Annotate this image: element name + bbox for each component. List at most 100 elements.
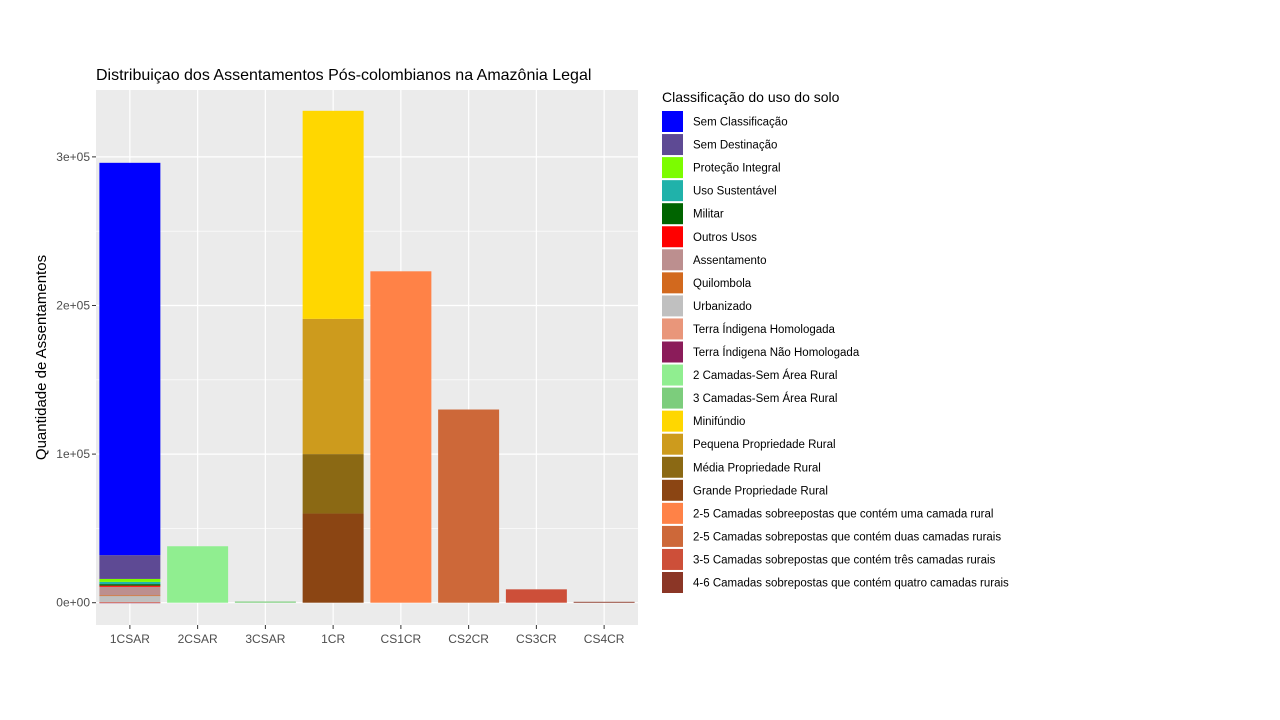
legend-key — [662, 341, 683, 363]
bar-segment — [234, 601, 296, 603]
legend-label: Assentamento — [693, 255, 767, 267]
legend-item: 2 Camadas-Sem Área Rural — [662, 364, 837, 386]
legend-key — [662, 525, 683, 547]
legend-item: Proteção Integral — [662, 157, 781, 179]
legend-label: Quilombola — [693, 278, 752, 290]
bar-segment — [99, 595, 161, 597]
bar-segment — [99, 585, 161, 587]
legend-item: 3 Camadas-Sem Área Rural — [662, 387, 837, 409]
legend-item: Minifúndio — [662, 410, 745, 432]
legend-label: 4-6 Camadas sobrepostas que contém quatr… — [693, 578, 1009, 590]
legend-key — [662, 548, 683, 570]
legend-item: Grande Propriedade Rural — [662, 479, 828, 501]
y-tick-label: 2e+05 — [56, 298, 90, 312]
legend-label: Sem Classificação — [693, 117, 788, 129]
y-axis: 0e+00 1e+05 2e+05 3e+05 — [56, 150, 96, 610]
legend-item: Quilombola — [662, 272, 752, 294]
bar-segment — [302, 110, 364, 319]
x-tick-label: 1CR — [321, 632, 345, 646]
legend: Sem Classificação Sem Destinação Proteção … — [662, 111, 1009, 593]
y-tick-label: 1e+05 — [56, 447, 90, 461]
x-axis: 1CSAR 2CSAR 3CSAR 1CR CS1CR CS2CR CS3CR CS4CR — [110, 625, 625, 646]
bar-segment — [99, 596, 161, 602]
legend-key — [662, 387, 683, 409]
legend-item: Militar — [662, 203, 724, 225]
legend-item: Outros Usos — [662, 226, 757, 248]
bar-segment — [99, 586, 161, 596]
bar-segment — [99, 578, 161, 582]
legend-key — [662, 433, 683, 455]
legend-label: Militar — [693, 209, 724, 221]
bars — [99, 110, 635, 604]
bar-segment — [99, 602, 161, 604]
y-tick-label: 3e+05 — [56, 150, 90, 164]
legend-label: 2 Camadas-Sem Área Rural — [693, 369, 837, 382]
legend-label: 3-5 Camadas sobrepostas que contém três … — [693, 554, 996, 566]
legend-item: Uso Sustentável — [662, 180, 777, 202]
bar-segment — [302, 318, 364, 455]
bar-segment — [99, 601, 161, 603]
y-axis-title: Quantidade de Assentamentos — [33, 255, 50, 460]
legend-label: 3 Camadas-Sem Área Rural — [693, 392, 837, 405]
x-tick-label: CS3CR — [516, 632, 557, 646]
x-tick-label: 1CSAR — [110, 632, 150, 646]
x-tick-label: CS2CR — [448, 632, 489, 646]
legend-key — [662, 249, 683, 271]
legend-item: Sem Destinação — [662, 134, 777, 156]
legend-item: 2-5 Camadas sobrepostas que contém duas … — [662, 525, 1001, 547]
bar-segment — [99, 581, 161, 585]
legend-label: 2-5 Camadas sobreepostas que contém uma … — [693, 508, 993, 520]
legend-item: Média Propriedade Rural — [662, 456, 821, 478]
plot-panel — [96, 90, 638, 625]
bar-segment — [99, 555, 161, 579]
legend-key — [662, 364, 683, 386]
legend-label: Proteção Integral — [693, 163, 781, 175]
bar-segment — [505, 589, 567, 603]
bar-segment — [438, 409, 500, 603]
legend-label: 2-5 Camadas sobrepostas que contém duas … — [693, 531, 1001, 543]
legend-label: Pequena Propriedade Rural — [693, 439, 836, 451]
legend-key — [662, 203, 683, 225]
y-tick-label: 0e+00 — [56, 596, 90, 610]
legend-item: Pequena Propriedade Rural — [662, 433, 836, 455]
legend-label: Minifúndio — [693, 416, 745, 428]
bar-segment — [99, 584, 161, 586]
legend-label: Terra Índigena Homologada — [693, 323, 836, 336]
legend-label: Terra Índigena Não Homologada — [693, 346, 860, 359]
x-tick-label: CS4CR — [584, 632, 625, 646]
legend-item: Urbanizado — [662, 295, 752, 317]
legend-key — [662, 502, 683, 524]
bar-segment — [99, 162, 161, 556]
legend-label: Média Propriedade Rural — [693, 462, 821, 474]
legend-label: Urbanizado — [693, 301, 752, 313]
bar-segment — [302, 454, 364, 514]
legend-key — [662, 410, 683, 432]
legend-key — [662, 180, 683, 202]
bar-segment — [302, 513, 364, 603]
bar-segment — [573, 601, 635, 603]
legend-item: 4-6 Camadas sobrepostas que contém quatr… — [662, 572, 1009, 593]
legend-label: Grande Propriedade Rural — [693, 485, 828, 497]
legend-item: Sem Classificação — [662, 111, 788, 132]
legend-label: Sem Destinação — [693, 140, 777, 152]
legend-item: Terra Índigena Homologada — [662, 318, 836, 340]
legend-key — [662, 479, 683, 501]
x-tick-label: CS1CR — [381, 632, 422, 646]
legend-title: Classificação do uso do solo — [662, 89, 840, 105]
legend-key — [662, 226, 683, 248]
bar-segment — [370, 271, 432, 603]
legend-item: 2-5 Camadas sobreepostas que contém uma … — [662, 502, 993, 524]
legend-key — [662, 157, 683, 179]
x-tick-label: 2CSAR — [178, 632, 218, 646]
legend-label: Outros Usos — [693, 232, 757, 244]
legend-label: Uso Sustentável — [693, 186, 777, 198]
legend-key — [662, 318, 683, 340]
legend-key — [662, 111, 683, 132]
bar-segment — [167, 546, 229, 603]
chart-title: Distribuiçao dos Assentamentos Pós-colom… — [96, 67, 591, 84]
legend-item: Assentamento — [662, 249, 767, 271]
legend-key — [662, 134, 683, 156]
legend-key — [662, 295, 683, 317]
legend-item: 3-5 Camadas sobrepostas que contém três … — [662, 548, 996, 570]
